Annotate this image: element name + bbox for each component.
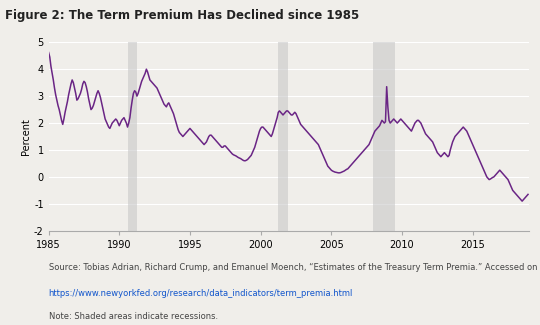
Text: Figure 2: The Term Premium Has Declined since 1985: Figure 2: The Term Premium Has Declined … — [5, 9, 360, 22]
Text: Note: Shaded areas indicate recessions.: Note: Shaded areas indicate recessions. — [49, 312, 218, 321]
Bar — [373, 42, 395, 231]
Y-axis label: Percent: Percent — [21, 118, 31, 155]
Text: Source: Tobias Adrian, Richard Crump, and Emanuel Moench, “Estimates of the Trea: Source: Tobias Adrian, Richard Crump, an… — [49, 263, 540, 272]
Text: https://www.newyorkfed.org/research/data_indicators/term_premia.html: https://www.newyorkfed.org/research/data… — [49, 289, 353, 298]
Bar — [127, 42, 137, 231]
Bar — [278, 42, 288, 231]
